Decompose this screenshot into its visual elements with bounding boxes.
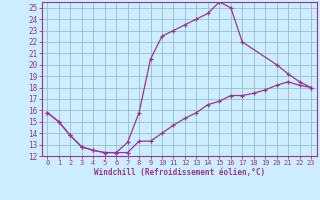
X-axis label: Windchill (Refroidissement éolien,°C): Windchill (Refroidissement éolien,°C) bbox=[94, 168, 265, 177]
